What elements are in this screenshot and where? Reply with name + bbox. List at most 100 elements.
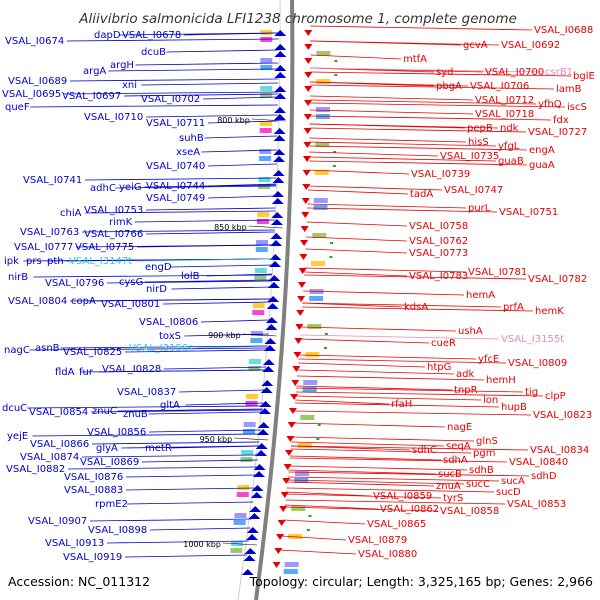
left-gene-label: VSAL_I0854 [29, 407, 88, 418]
right-label-connector [279, 549, 357, 555]
right-gene-label: VSAL_I0758 [409, 221, 468, 232]
feature-block [257, 212, 270, 217]
left-label-connector [201, 149, 278, 153]
right-label-connector [285, 499, 506, 505]
left-label-connector [66, 38, 279, 42]
gene-arrow-left [249, 506, 262, 512]
gene-arrow-left [274, 51, 287, 57]
left-gene-label: engD [145, 262, 172, 273]
right-gene-label: VSAL_I0718 [475, 109, 534, 120]
gene-arrow-left [273, 135, 286, 141]
right-label-connector [310, 40, 500, 46]
gene-arrow-right [298, 268, 307, 274]
right-gene-label: VSAL_I0840 [509, 457, 568, 468]
right-gene-label: purL [468, 203, 491, 214]
right-gene-label: VSAL_I0783 [409, 271, 468, 282]
gene-arrow-left [259, 401, 272, 407]
gene-arrow-right [291, 380, 300, 386]
right-gene-label: csrB1 [545, 67, 573, 78]
left-label-connector [149, 527, 251, 531]
right-gene-label: VSAL_I0692 [501, 40, 560, 51]
right-label-connector [291, 441, 445, 447]
right-label-connector [298, 362, 426, 368]
right-label-connector [281, 535, 347, 541]
right-label-connector [310, 67, 544, 73]
gene-arrow-right [303, 114, 312, 120]
left-gene-label: VSAL_I0775 [75, 242, 134, 253]
left-label-connector [200, 319, 270, 323]
right-label-connector [310, 54, 402, 60]
feature-block [234, 513, 247, 518]
gene-arrow-right [304, 100, 313, 106]
right-gene-label: iscS [567, 102, 587, 113]
right-gene-label: guaB [498, 156, 524, 167]
left-gene-label: dapD [94, 30, 121, 41]
gene-arrow-left [251, 485, 264, 491]
left-gene-label: nagC [4, 345, 30, 356]
gene-arrow-right [304, 44, 313, 50]
left-gene-label: cysG [119, 277, 143, 288]
right-label-connector [297, 375, 485, 381]
right-gene-label: glnS [476, 436, 498, 447]
gene-arrow-right [303, 128, 312, 134]
right-label-connector [289, 457, 508, 463]
right-gene-label: rfaH [391, 399, 412, 410]
gene-arrow-left [257, 422, 270, 428]
left-gene-label: VSAL_I0907 [28, 516, 87, 527]
right-gene-label: hisS [468, 137, 489, 148]
left-label-connector [96, 298, 271, 302]
left-gene-label: yeiG [119, 182, 142, 193]
right-gene-label: VSAL_I0862 [380, 504, 439, 515]
right-label-connector [309, 109, 474, 115]
left-label-connector [207, 120, 278, 124]
left-gene-label: VSAL_I0874 [20, 452, 79, 463]
small-feature-mark [323, 347, 327, 349]
left-label-connector [135, 62, 279, 66]
gene-arrow-left [272, 177, 285, 183]
gene-arrow-right [293, 352, 302, 358]
right-label-connector [308, 169, 410, 175]
right-label-connector [295, 399, 390, 405]
left-label-connector [125, 487, 255, 491]
feature-block [302, 387, 317, 392]
gene-arrow-left [271, 212, 284, 218]
gene-arrow-left [271, 198, 284, 204]
gene-arrow-left [261, 380, 274, 386]
gene-arrow-right [287, 422, 296, 428]
right-gene-label: pgm [473, 448, 495, 459]
right-gene-label: sucC [466, 479, 490, 490]
left-gene-label: suhB [179, 133, 204, 144]
left-gene-label: dcuC [2, 403, 27, 414]
feature-block [250, 338, 263, 343]
right-label-connector [302, 302, 502, 308]
feature-block [316, 107, 331, 112]
left-label-connector [117, 408, 263, 412]
left-label-connector [91, 441, 260, 445]
feature-block [254, 268, 267, 273]
left-gene-label: VSAL_I0689 [8, 76, 67, 87]
gene-arrow-right [274, 548, 283, 554]
feature-block [259, 149, 272, 154]
feature-block [259, 156, 272, 161]
right-gene-label: nagE [447, 422, 472, 433]
feature-block [241, 450, 254, 455]
left-gene-label: fur [79, 367, 94, 378]
gene-arrow-left [269, 254, 282, 260]
left-gene-label: chiA [60, 208, 82, 219]
kbp-tick-label: 1000 kbp [183, 540, 221, 549]
right-gene-label: seqA [446, 441, 471, 452]
right-gene-label: ushA [458, 326, 483, 337]
left-gene-label: pth [47, 256, 64, 267]
right-label-connector [303, 290, 465, 296]
small-feature-mark [332, 165, 336, 167]
left-gene-label: adhC [90, 183, 116, 194]
left-gene-label: argH [110, 60, 134, 71]
right-label-connector [309, 115, 552, 121]
left-label-connector [32, 433, 261, 437]
left-label-connector [148, 411, 263, 415]
left-gene-label: VSAL_I0898 [88, 525, 147, 536]
gene-arrow-right [282, 478, 291, 484]
feature-block [256, 240, 269, 245]
left-gene-label: VSAL_I0711 [146, 118, 205, 129]
